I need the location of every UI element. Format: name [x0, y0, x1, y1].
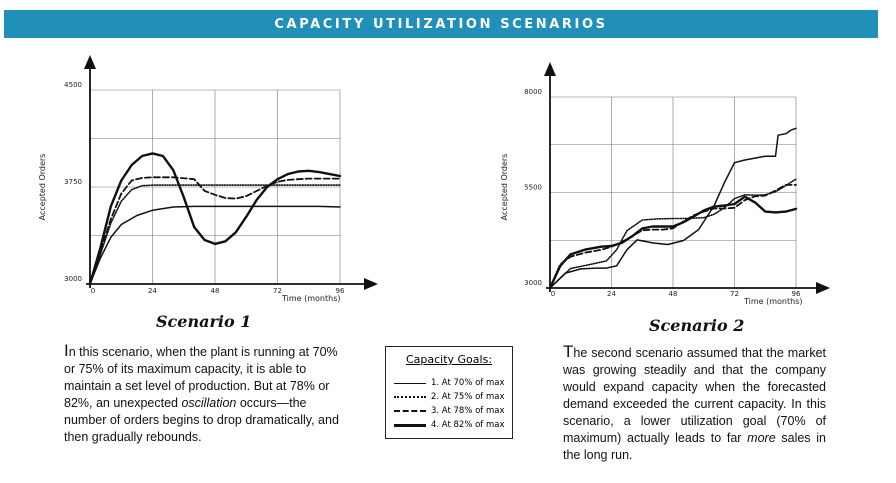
chart2-series-4	[548, 195, 798, 290]
legend-swatch-solid	[394, 382, 426, 384]
scenario1-title: Scenario 1	[156, 312, 252, 331]
chart2-x-tick-48: 48	[669, 290, 678, 298]
legend-label-78: 3. At 78% of max	[431, 406, 505, 416]
chart2-y-axis-arrow	[544, 62, 556, 76]
chart2-x-axis-arrow	[816, 282, 830, 294]
chart2-y-axis-label: Accepted Orders	[500, 154, 509, 221]
scenario2-description: The second scenario assumed that the mar…	[563, 343, 826, 464]
scenario1-text-part2: occurs—the number of orders begins to dr…	[64, 396, 339, 444]
legend-item-70: 1. At 70% of max	[394, 377, 505, 389]
legend-swatch-dashed	[394, 410, 426, 412]
scenario1-text-part1: n this scenario, when the plant is runni…	[64, 345, 338, 410]
chart2-y-tick-5500: 5500	[524, 184, 542, 192]
scenario1-dropcap: I	[64, 341, 69, 360]
legend-swatch-dotted	[394, 396, 426, 398]
chart1-x-axis-arrow	[364, 278, 378, 290]
scenario2-text-part2: sales in the long run.	[563, 431, 826, 462]
scenario2-dropcap: T	[563, 342, 574, 361]
chart1-series-1	[89, 205, 341, 285]
legend-label-82: 4. At 82% of max	[431, 420, 505, 430]
chart1-x-tick-72: 72	[273, 287, 282, 295]
chart1-series-2	[89, 184, 341, 285]
chart1-x-tick-0: 0	[91, 287, 95, 295]
chart1-series-4	[88, 152, 342, 286]
chart2-y-tick-8000: 8000	[524, 88, 542, 96]
chart2-x-tick-0: 0	[551, 290, 555, 298]
chart1-y-axis-label: Accepted Orders	[38, 154, 47, 221]
legend-item-78: 3. At 78% of max	[394, 405, 505, 417]
legend-swatch-bold	[394, 423, 426, 427]
chart1-y-tick-4500: 4500	[64, 81, 82, 89]
chart1-y-tick-3750: 3750	[64, 178, 82, 186]
scenario2-text-part1: he second scenario assumed that the mark…	[563, 346, 826, 445]
chart2-x-tick-72: 72	[730, 290, 739, 298]
chart2-x-tick-24: 24	[607, 290, 616, 298]
chart1-x-tick-96: 96	[336, 287, 345, 295]
chart1-y-axis-arrow	[84, 55, 96, 69]
legend-item-82: 4. At 82% of max	[394, 419, 505, 431]
legend-title: Capacity Goals:	[405, 353, 493, 366]
scenario2-title: Scenario 2	[649, 316, 745, 335]
chart2-series-1	[549, 127, 797, 289]
legend-box: Capacity Goals: 1. At 70% of max 2. At 7…	[385, 346, 513, 439]
scenario2-text-emphasis: more	[747, 431, 776, 445]
legend-label-70: 1. At 70% of max	[431, 378, 505, 388]
chart1-series-3	[89, 176, 341, 285]
chart1-y-tick-3000: 3000	[64, 275, 82, 283]
chart1-x-axis-label: Time (months)	[281, 294, 341, 303]
legend-item-75: 2. At 75% of max	[394, 391, 505, 403]
chart1-x-tick-24: 24	[148, 287, 157, 295]
banner-title: CAPACITY UTILIZATION SCENARIOS	[4, 10, 878, 38]
legend-label-75: 2. At 75% of max	[431, 392, 505, 402]
scenario1-description: In this scenario, when the plant is runn…	[64, 342, 340, 446]
chart2-y-tick-3000: 3000	[524, 279, 542, 287]
chart1-x-tick-48: 48	[211, 287, 220, 295]
chart2-x-axis-label: Time (months)	[743, 297, 803, 306]
scenario1-text-emphasis: oscillation	[181, 396, 237, 410]
chart2-x-tick-96: 96	[792, 290, 801, 298]
